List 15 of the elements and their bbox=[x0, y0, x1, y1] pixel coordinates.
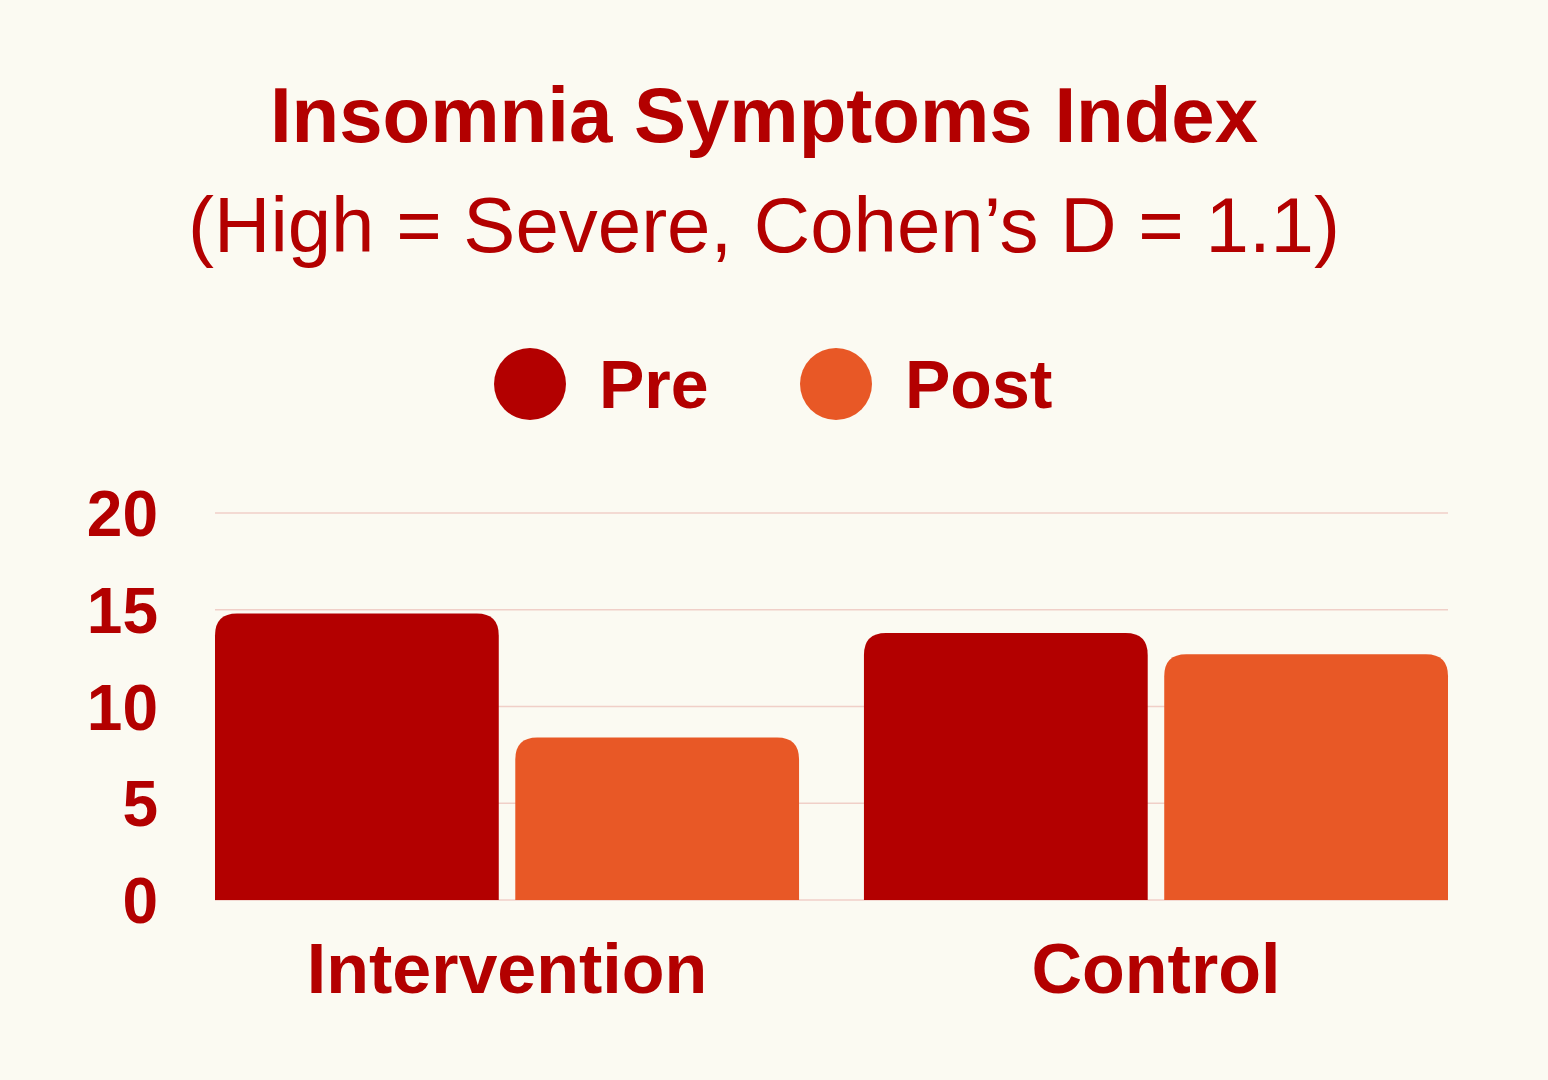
y-tick-label: 0 bbox=[122, 865, 158, 938]
x-tick-label: Control bbox=[1031, 930, 1281, 1008]
x-tick-label: Intervention bbox=[306, 930, 708, 1008]
bar bbox=[515, 737, 800, 900]
y-tick-label: 15 bbox=[86, 574, 158, 647]
legend-label: Pre bbox=[599, 346, 709, 423]
bar bbox=[1164, 654, 1448, 900]
chart-title: Insomnia Symptoms Index bbox=[269, 71, 1259, 159]
chart-subtitle: (High = Severe, Cohen’s D = 1.1) bbox=[188, 181, 1340, 269]
bar bbox=[863, 632, 1148, 900]
legend-label: Post bbox=[905, 346, 1053, 423]
y-tick-label: 5 bbox=[122, 768, 158, 841]
y-tick-label: 10 bbox=[86, 671, 158, 744]
y-tick-label: 20 bbox=[86, 478, 158, 551]
bar bbox=[215, 613, 499, 900]
